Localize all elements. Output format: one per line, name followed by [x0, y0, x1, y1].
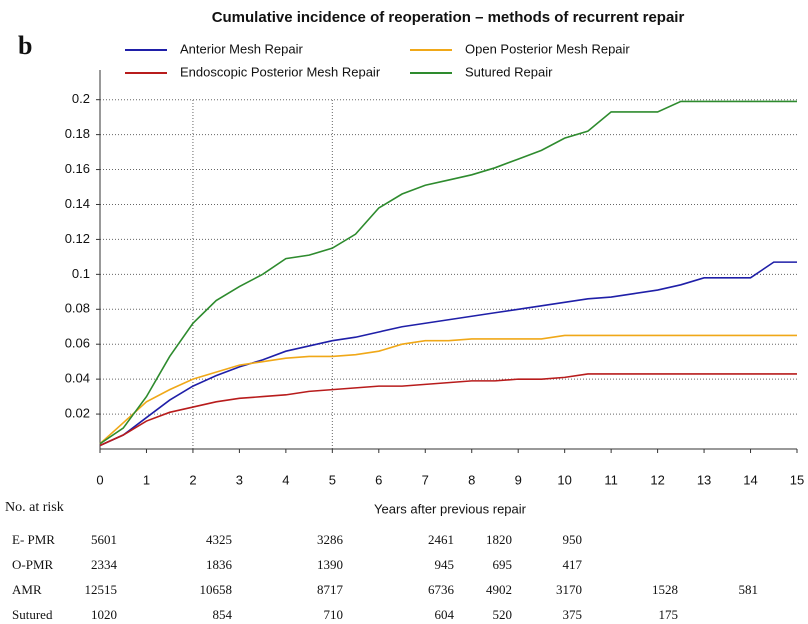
panel-label: b — [18, 31, 32, 60]
x-tick-label: 14 — [743, 472, 757, 487]
x-tick-label: 3 — [236, 472, 243, 487]
x-tick-label: 1 — [143, 472, 150, 487]
x-tick-label: 12 — [650, 472, 664, 487]
y-tick-label: 0.1 — [72, 266, 90, 281]
risk-value: 1820 — [486, 532, 512, 547]
risk-value: 710 — [324, 607, 344, 622]
legend-label: Open Posterior Mesh Repair — [465, 41, 630, 56]
risk-value: 581 — [739, 582, 759, 597]
chart-title: Cumulative incidence of reoperation – me… — [212, 9, 685, 26]
risk-value: 3286 — [317, 532, 344, 547]
risk-value: 945 — [435, 557, 455, 572]
risk-value: 5601 — [91, 532, 117, 547]
series-line — [99, 334, 797, 445]
x-tick-label: 0 — [96, 472, 103, 487]
x-tick-label: 5 — [329, 472, 336, 487]
risk-value: 3170 — [556, 582, 582, 597]
y-tick-label: 0.06 — [65, 336, 90, 351]
risk-row-label: E- PMR — [12, 532, 55, 547]
risk-value: 2461 — [428, 532, 454, 547]
risk-value: 4902 — [486, 582, 512, 597]
x-axis-label: Years after previous repair — [374, 501, 527, 516]
risk-value: 950 — [563, 532, 583, 547]
x-tick-label: 15 — [790, 472, 804, 487]
risk-value: 10658 — [200, 582, 233, 597]
legend-label: Endoscopic Posterior Mesh Repair — [180, 64, 381, 79]
x-tick-label: 13 — [697, 472, 711, 487]
risk-row-label: AMR — [12, 582, 42, 597]
x-tick-label: 8 — [468, 472, 475, 487]
risk-value: 604 — [435, 607, 455, 622]
series-line — [99, 100, 797, 445]
series-line — [99, 373, 797, 447]
risk-value: 4325 — [206, 532, 232, 547]
y-tick-label: 0.16 — [65, 161, 90, 176]
risk-value: 6736 — [428, 582, 455, 597]
risk-value: 1836 — [206, 557, 233, 572]
risk-value: 854 — [213, 607, 233, 622]
risk-value: 1390 — [317, 557, 343, 572]
y-tick-label: 0.2 — [72, 91, 90, 106]
x-tick-label: 9 — [515, 472, 522, 487]
y-tick-label: 0.08 — [65, 301, 90, 316]
x-tick-label: 10 — [557, 472, 571, 487]
y-tick-label: 0.12 — [65, 231, 90, 246]
risk-value: 1020 — [91, 607, 117, 622]
risk-value: 2334 — [91, 557, 118, 572]
risk-value: 8717 — [317, 582, 344, 597]
risk-value: 695 — [493, 557, 513, 572]
y-tick-label: 0.04 — [65, 371, 90, 386]
risk-value: 417 — [563, 557, 583, 572]
x-tick-label: 11 — [604, 472, 618, 487]
x-tick-label: 7 — [422, 472, 429, 487]
risk-title: No. at risk — [5, 500, 64, 515]
risk-value: 375 — [563, 607, 583, 622]
y-tick-label: 0.02 — [65, 406, 90, 421]
y-tick-label: 0.14 — [65, 196, 90, 211]
series-line — [99, 261, 797, 447]
risk-row-label: Sutured — [12, 607, 53, 622]
x-tick-label: 6 — [375, 472, 382, 487]
y-tick-label: 0.18 — [65, 126, 90, 141]
x-tick-label: 4 — [282, 472, 289, 487]
legend-label: Sutured Repair — [465, 64, 553, 79]
risk-value: 175 — [659, 607, 679, 622]
risk-value: 520 — [493, 607, 513, 622]
risk-value: 1528 — [652, 582, 678, 597]
risk-row-label: O-PMR — [12, 557, 54, 572]
x-tick-label: 2 — [189, 472, 196, 487]
legend-label: Anterior Mesh Repair — [180, 41, 303, 56]
risk-value: 12515 — [85, 582, 118, 597]
